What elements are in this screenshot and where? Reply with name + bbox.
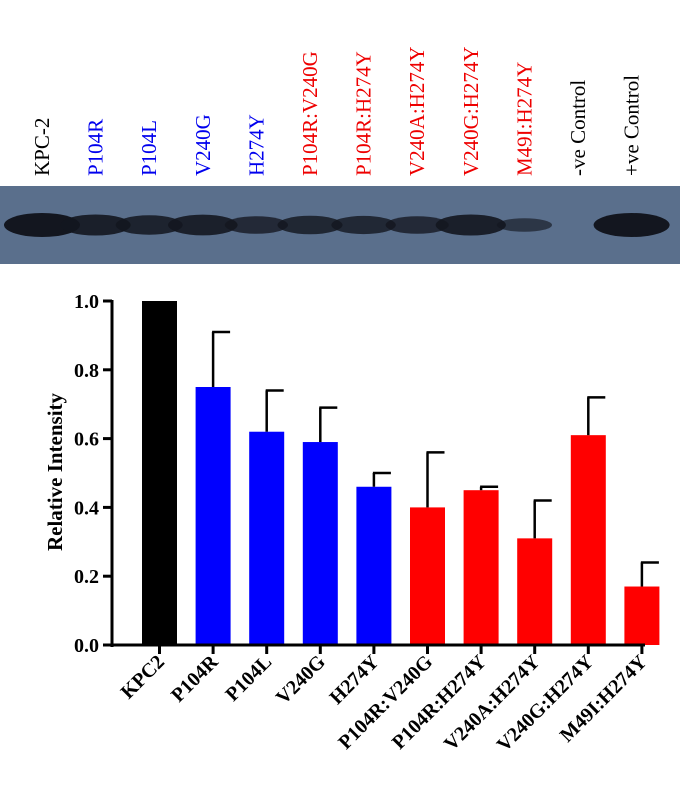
bars xyxy=(142,301,660,645)
bar-chart: Relative Intensity 0.0 0.2 0.4 0.6 0.8 1.0 KP… xyxy=(43,291,660,756)
x-axis: KPC2P104RP104LV240GH274YP104R:V240GP104R… xyxy=(111,643,652,756)
blot-lane-label: P104R:V240G xyxy=(298,51,322,176)
y-tick-label: 0.6 xyxy=(74,429,99,451)
blot-band xyxy=(496,218,552,232)
y-axis: 0.0 0.2 0.4 0.6 0.8 1.0 xyxy=(74,291,114,657)
y-tick-label: 0.0 xyxy=(74,635,99,657)
blot-lane-label: KPC-2 xyxy=(30,118,54,176)
error-bars xyxy=(211,330,659,587)
y-axis-label: Relative Intensity xyxy=(43,392,67,551)
blot-band xyxy=(168,214,238,236)
bar xyxy=(624,586,660,645)
y-tick-label: 0.8 xyxy=(74,360,99,382)
y-tick-label: 0.2 xyxy=(74,566,99,588)
blot-band xyxy=(435,214,506,236)
bar xyxy=(517,538,553,645)
blot-lane-label: P104R xyxy=(84,119,108,176)
western-blot xyxy=(0,186,680,264)
y-tick-label: 1.0 xyxy=(74,291,99,313)
blot-band xyxy=(60,214,131,236)
bar xyxy=(463,490,499,645)
bar xyxy=(570,435,606,645)
x-tick-label: P104L xyxy=(221,651,276,706)
blot-band xyxy=(593,213,670,237)
blot-band xyxy=(385,216,449,234)
blot-band xyxy=(224,216,288,234)
blot-band xyxy=(115,215,183,235)
bar xyxy=(410,507,445,645)
x-tick-label: P104R xyxy=(167,651,223,707)
blot-band xyxy=(331,215,396,235)
bar xyxy=(249,431,285,645)
blot-bands xyxy=(4,213,670,237)
blot-band xyxy=(4,213,80,237)
blot-lane-labels: KPC-2 P104R P104L V240G H274Y P104R:V240G P104… xyxy=(30,47,644,177)
bar xyxy=(195,387,231,645)
bar xyxy=(302,442,338,645)
blot-lane-label: P104R:H274Y xyxy=(352,51,376,176)
blot-lane-label: -ve Control xyxy=(566,80,590,176)
blot-lane-label: M49I:H274Y xyxy=(512,62,536,176)
blot-lane-label: V240G xyxy=(191,114,215,176)
blot-lane-label: V240G:H274Y xyxy=(459,47,483,177)
blot-band xyxy=(277,215,343,235)
bar xyxy=(142,301,177,645)
blot-lane-label: V240A:H274Y xyxy=(405,47,429,177)
y-tick-label: 0.4 xyxy=(74,497,99,519)
x-tick-label: V240G xyxy=(272,651,330,709)
x-tick-label: P104R:V240G xyxy=(334,651,437,754)
blot-lane-label: H274Y xyxy=(244,114,268,176)
x-tick-label: P104R:H274Y xyxy=(388,651,491,754)
x-tick-label: KPC2 xyxy=(117,651,169,703)
blot-lane-label: P104L xyxy=(137,120,161,176)
bar xyxy=(356,486,392,645)
blot-lane-label: +ve Control xyxy=(620,75,644,176)
